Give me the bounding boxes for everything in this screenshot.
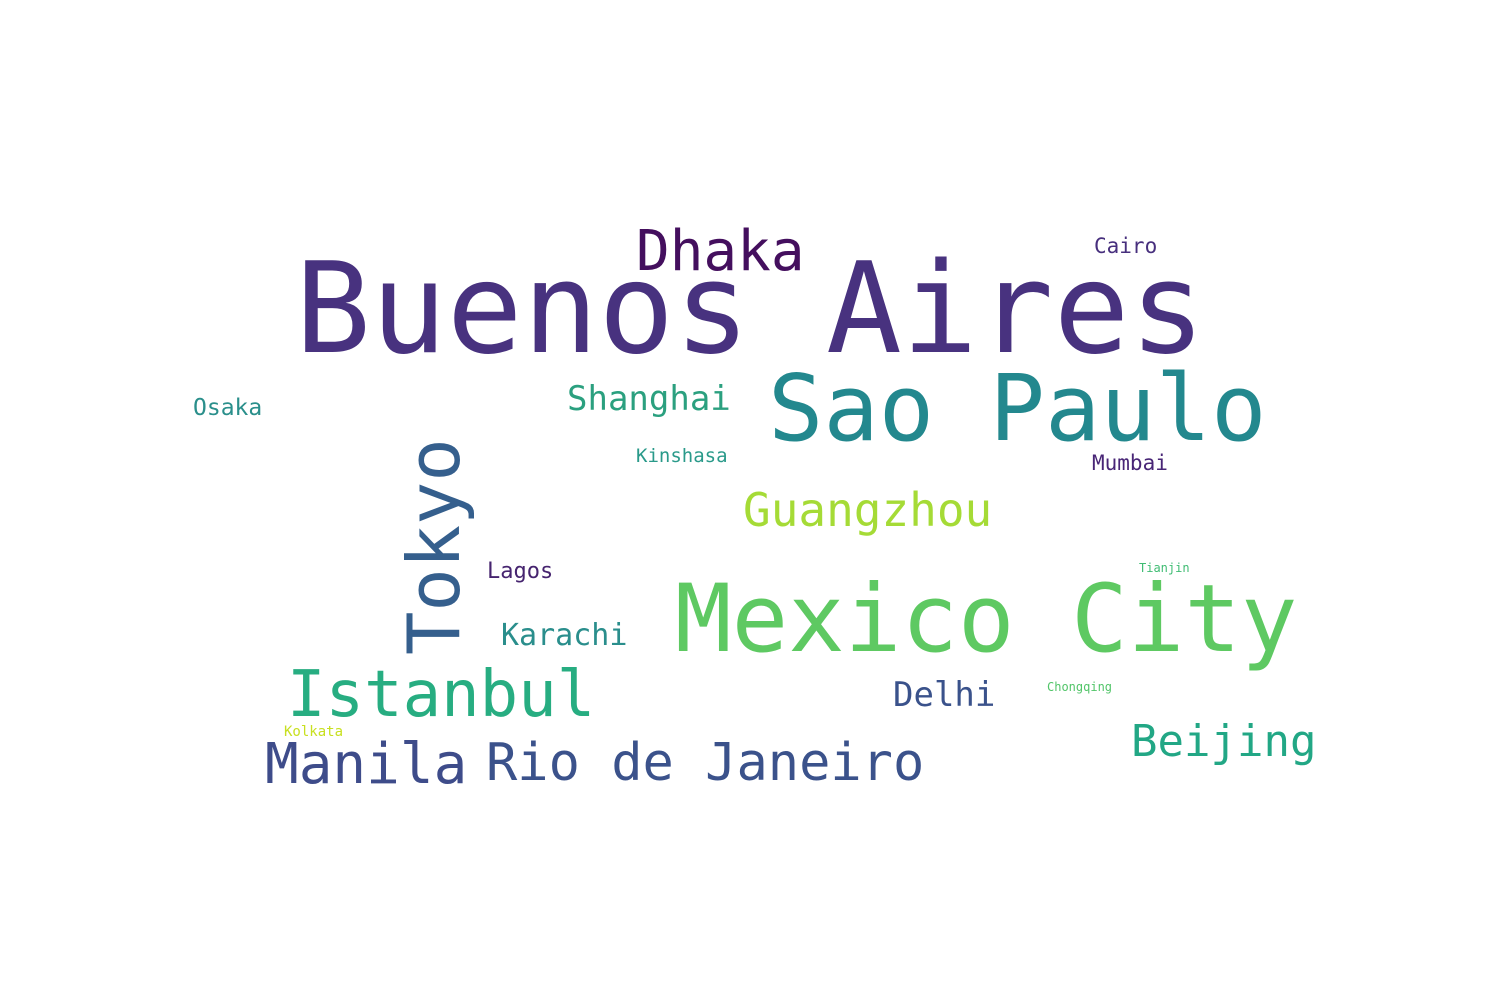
word-shanghai: Shanghai [567, 379, 731, 419]
word-tokyo: Tokyo [392, 438, 476, 655]
word-beijing: Beijing [1131, 716, 1317, 767]
word-chongqing: Chongqing [1047, 680, 1113, 694]
word-mumbai: Mumbai [1092, 451, 1168, 475]
word-guangzhou: Guangzhou [743, 483, 993, 537]
word-lagos: Lagos [487, 559, 554, 584]
word-manila: Manila [265, 732, 468, 797]
word-buenos-aires: Buenos Aires [295, 235, 1206, 382]
word-kinshasa: Kinshasa [636, 445, 728, 467]
word-delhi: Delhi [893, 675, 996, 715]
word-osaka: Osaka [193, 395, 263, 421]
word-sao-paulo: Sao Paulo [768, 355, 1267, 462]
word-kolkata: Kolkata [284, 724, 344, 740]
word-dhaka: Dhaka [636, 219, 805, 284]
word-istanbul: Istanbul [287, 658, 596, 732]
word-rio-de-janeiro: Rio de Janeiro [486, 733, 925, 793]
word-mexico-city: Mexico City [675, 565, 1298, 674]
word-tianjin: Tianjin [1139, 561, 1190, 575]
word-cairo: Cairo [1094, 234, 1158, 258]
word-karachi: Karachi [501, 618, 628, 653]
